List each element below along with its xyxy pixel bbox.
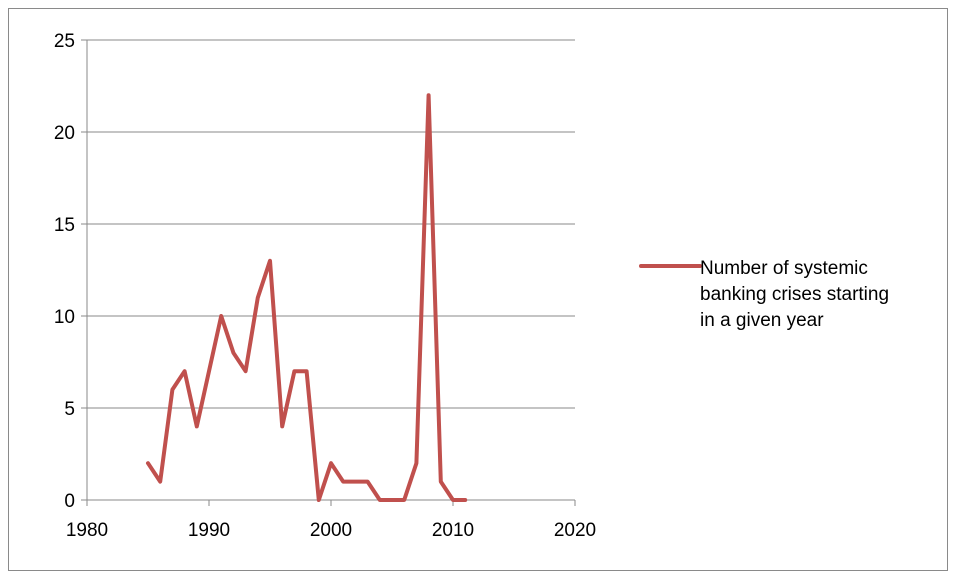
chart-area: [8, 8, 948, 571]
y-tick-label-4: 20: [54, 123, 75, 144]
y-tick-label-0: 0: [64, 491, 75, 512]
x-tick-label-3: 2010: [432, 520, 474, 541]
y-tick-label-3: 15: [54, 215, 75, 236]
x-tick-label-1: 1990: [188, 520, 230, 541]
y-tick-label-2: 10: [54, 307, 75, 328]
y-tick-label-5: 25: [54, 31, 75, 52]
x-tick-label-2: 2000: [310, 520, 352, 541]
x-tick-label-0: 1980: [66, 520, 108, 541]
x-tick-label-4: 2020: [554, 520, 596, 541]
series-line-0: [146, 93, 468, 502]
legend-label-0: Number of systemic banking crises startin…: [700, 258, 889, 331]
y-tick-label-1: 5: [64, 399, 75, 420]
